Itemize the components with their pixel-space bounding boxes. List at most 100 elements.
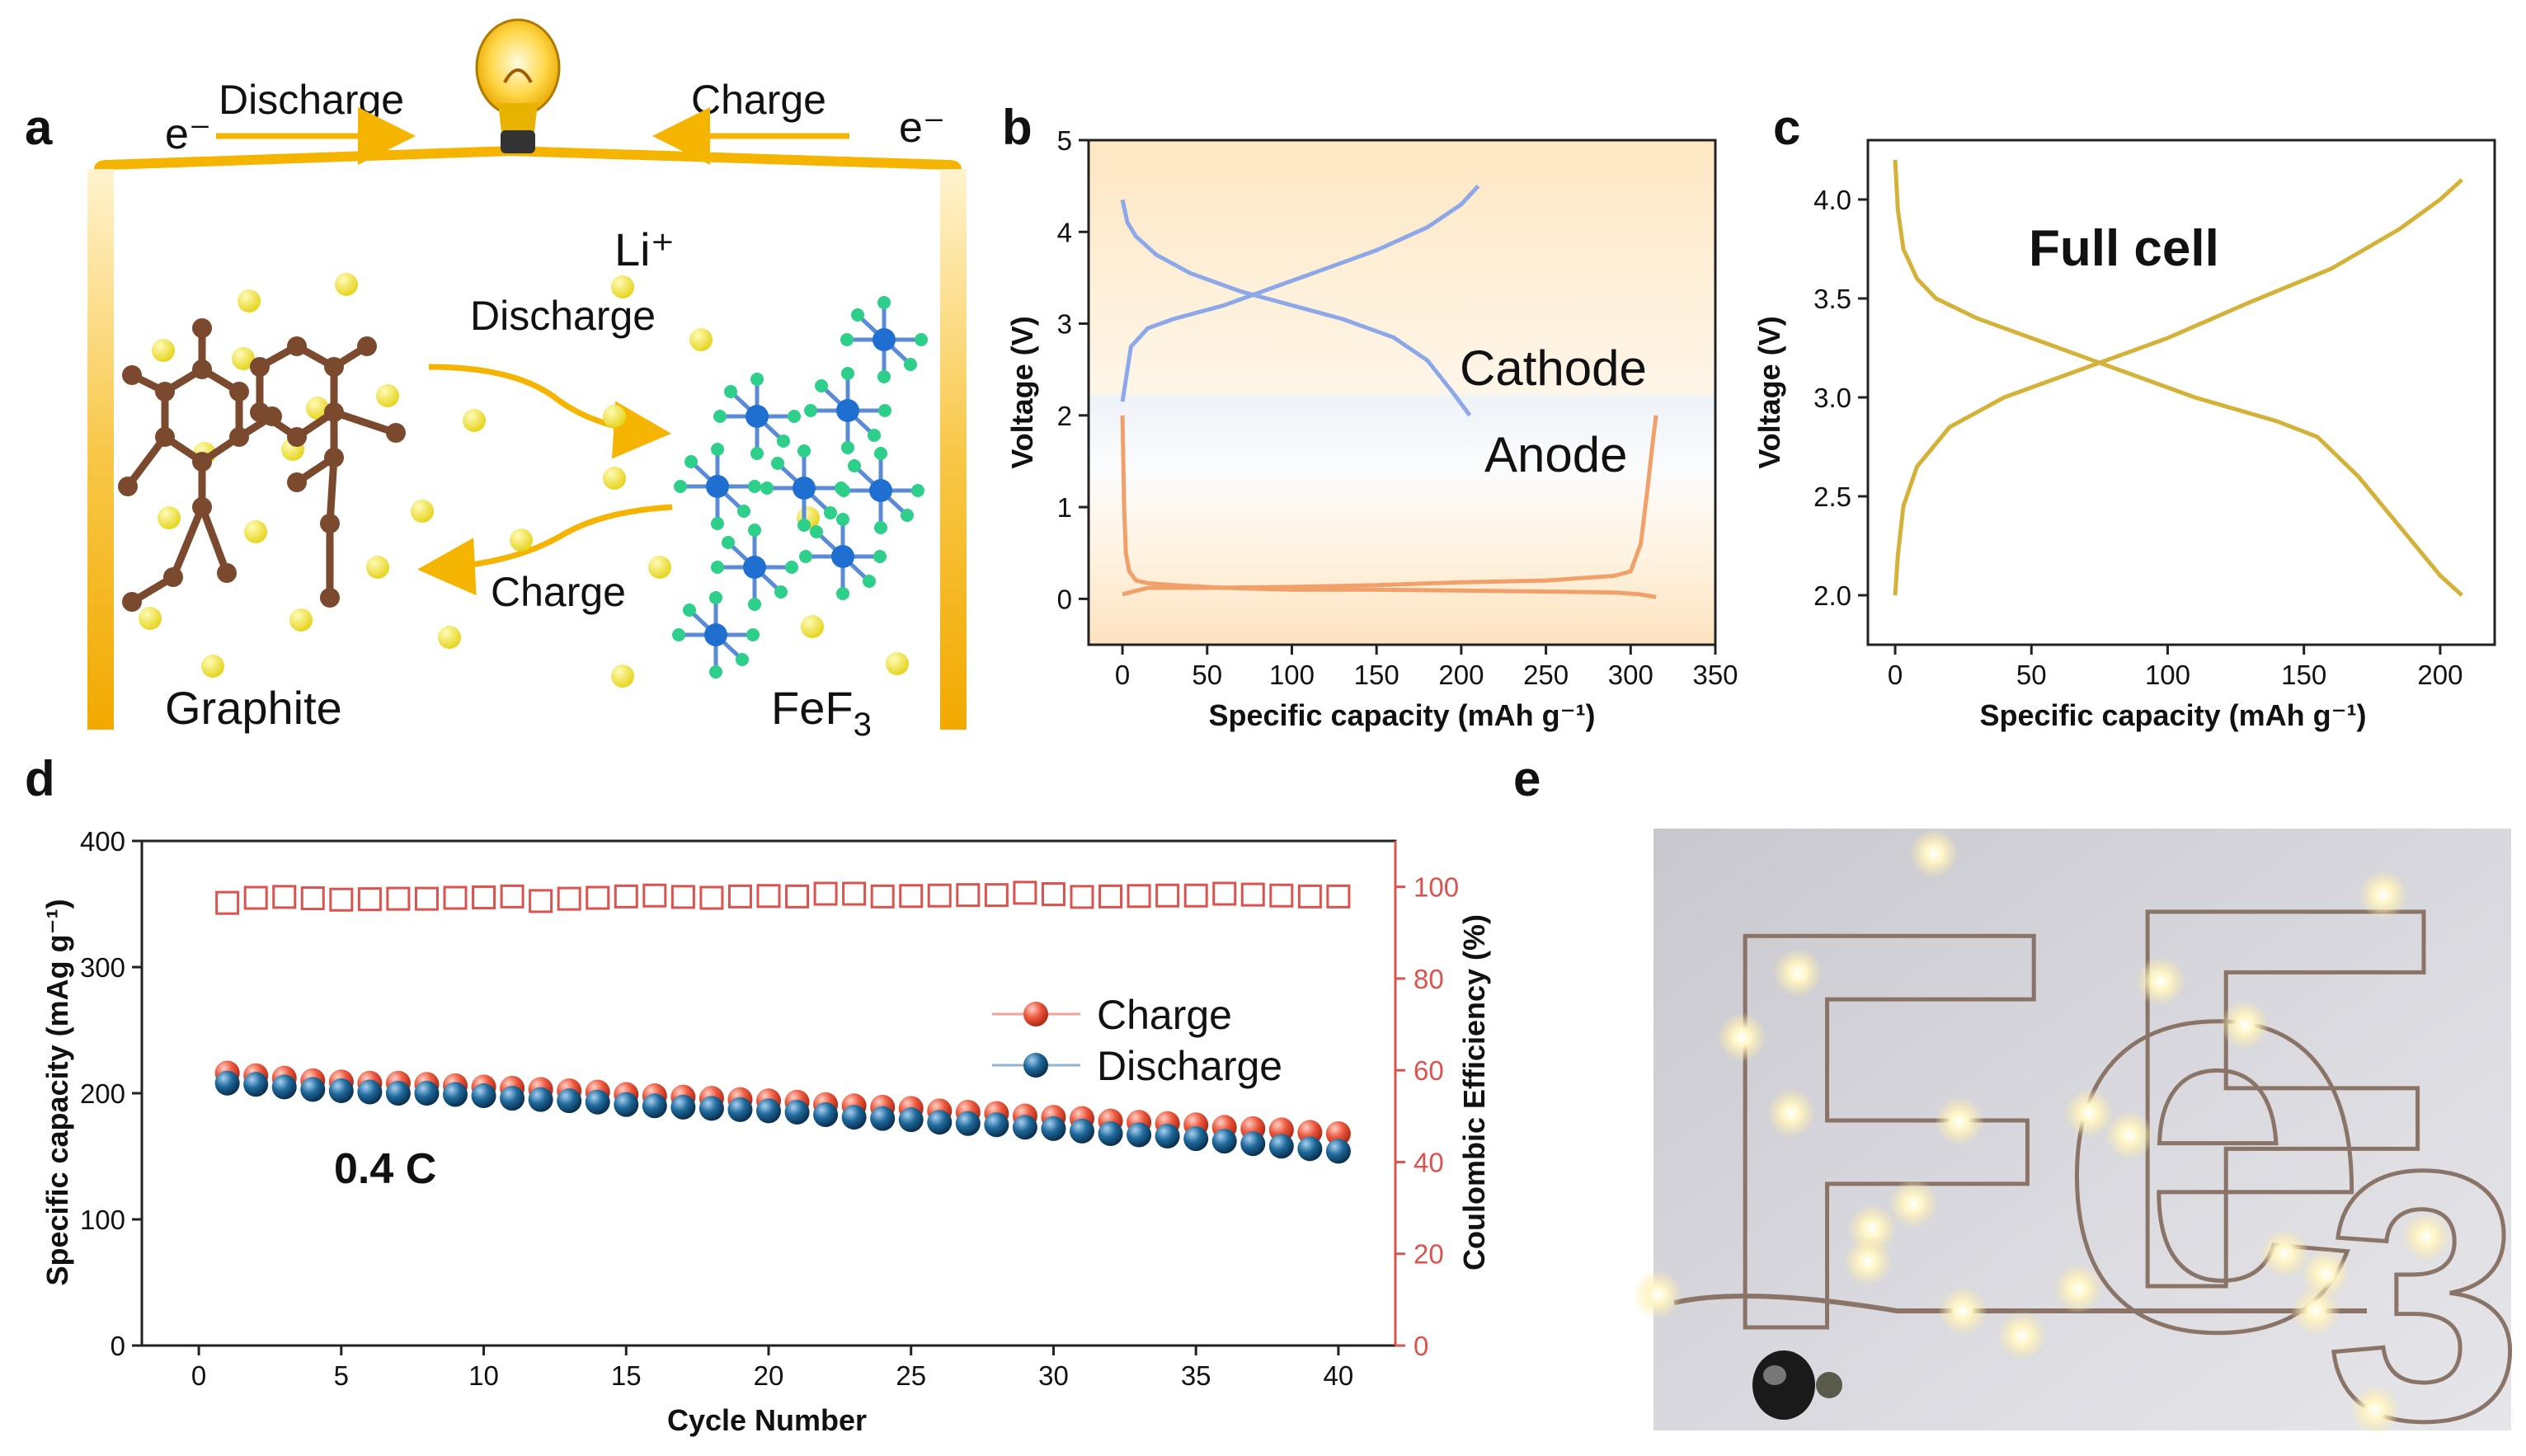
panel-c-ytick-label-1: 2.5 xyxy=(1813,481,1851,512)
ce-point-1 xyxy=(243,885,268,910)
panel-b-xtick-label-1: 50 xyxy=(1192,660,1222,690)
panel-c-series-1 xyxy=(1893,178,2463,596)
discharge-point-23 xyxy=(870,1106,896,1131)
anode-current-collector xyxy=(87,169,114,730)
panel-d-ytick-label-1: 100 xyxy=(80,1205,125,1235)
f-atom-5 xyxy=(901,509,914,522)
panel-c-ytick-label-0: 2.0 xyxy=(1813,580,1851,611)
ce-point-26 xyxy=(956,883,981,908)
led-9 xyxy=(1889,1179,1938,1228)
led-6 xyxy=(1766,1088,1816,1138)
panel-c-frame xyxy=(1866,139,2496,646)
legend-charge-marker xyxy=(1023,1002,1048,1026)
graphite-a-atom-1 xyxy=(192,359,212,379)
f-atom-1 xyxy=(711,517,724,530)
li-ion-15 xyxy=(611,275,634,298)
li-ion-20 xyxy=(648,556,671,579)
charge-top-label: Charge xyxy=(691,77,826,123)
fef3-octahedron-3 xyxy=(674,443,761,530)
graphite-b-atom-0 xyxy=(287,336,307,356)
f-atom-1 xyxy=(877,370,891,383)
legend-charge-label: Charge xyxy=(1097,992,1232,1038)
panel-d-xtick-label-5: 25 xyxy=(896,1360,926,1391)
discharge-point-13 xyxy=(585,1089,610,1115)
discharge-point-18 xyxy=(727,1097,753,1122)
panel-d-y2tick-label-4: 80 xyxy=(1414,964,1444,994)
graphite-b-atom-11 xyxy=(320,588,340,608)
f-atom-4 xyxy=(851,308,864,322)
panel-d-ytick-label-4: 400 xyxy=(80,826,125,857)
led-19 xyxy=(2401,1212,2451,1261)
panel-d-xtick-label-2: 10 xyxy=(468,1360,499,1391)
li-ion-11 xyxy=(366,556,389,579)
ce-point-25 xyxy=(927,883,952,908)
li-ion-3 xyxy=(232,347,255,370)
fef3-octahedron-0 xyxy=(840,296,928,383)
ce-point-37 xyxy=(1269,883,1294,908)
anode-annotation: Anode xyxy=(1484,427,1628,482)
f-atom-4 xyxy=(683,604,696,617)
discharge-mid-label: Discharge xyxy=(470,293,656,339)
fe-atom xyxy=(793,477,816,500)
graphite-b-atom-3 xyxy=(287,427,307,447)
discharge-point-12 xyxy=(557,1088,582,1114)
li-ion-18 xyxy=(603,467,626,490)
cathode-label: FeF3 xyxy=(771,682,872,743)
legend-discharge-marker xyxy=(1023,1053,1048,1078)
discharge-point-36 xyxy=(1240,1131,1266,1157)
graphite-a-bond-12 xyxy=(198,505,231,575)
graphite-b-atom-10 xyxy=(320,514,340,533)
panel-b-y-axis-label: Voltage (V) xyxy=(1005,316,1039,468)
panel-d-xtick-label-8: 40 xyxy=(1324,1360,1354,1391)
discharge-point-30 xyxy=(1070,1118,1094,1144)
fef3-octahedron-7 xyxy=(799,513,887,600)
battery-button-cell xyxy=(1752,1350,1842,1420)
graphite-a-atom-3 xyxy=(155,427,175,447)
ce-point-14 xyxy=(614,884,638,909)
f-atom-4 xyxy=(722,536,735,549)
discharge-point-9 xyxy=(471,1083,496,1109)
panel-c-xtick-label-3: 150 xyxy=(2281,660,2326,690)
panel-d-x-axis-label: Cycle Number xyxy=(667,1403,867,1437)
f-atom-0 xyxy=(711,443,724,456)
fe-atom xyxy=(831,545,854,568)
f-atom-1 xyxy=(874,521,887,534)
f-atom-0 xyxy=(797,444,811,458)
ce-point-39 xyxy=(1326,884,1351,909)
graphite-a-atom-8 xyxy=(118,477,138,496)
f-atom-4 xyxy=(724,385,737,398)
led-0 xyxy=(1909,829,1959,878)
ce-point-7 xyxy=(414,886,439,911)
f-atom-5 xyxy=(868,429,881,442)
li-ion-4 xyxy=(376,384,399,407)
panel-d-y2tick-label-5: 100 xyxy=(1414,872,1459,903)
f-atom-5 xyxy=(904,358,917,371)
rate-annotation: 0.4 C xyxy=(334,1145,436,1193)
ce-point-0 xyxy=(215,890,240,915)
discharge-point-16 xyxy=(670,1094,696,1120)
graphite-a-atom-11 xyxy=(163,567,183,587)
f-atom-2 xyxy=(837,484,850,497)
graphite-a-atom-12 xyxy=(217,563,237,583)
f-atom-0 xyxy=(841,367,854,380)
graphite-b-atom-7 xyxy=(386,423,406,443)
discharge-point-10 xyxy=(500,1086,525,1111)
fe-atom xyxy=(746,405,769,428)
discharge-point-11 xyxy=(528,1087,553,1112)
f-atom-4 xyxy=(684,455,698,468)
panel-b-xtick-label-0: 0 xyxy=(1115,660,1130,690)
ce-point-20 xyxy=(785,884,810,909)
panel-b-series-0 xyxy=(1120,199,1472,417)
f-atom-3 xyxy=(911,484,924,497)
ce-point-11 xyxy=(529,889,553,914)
panel-d-xtick-label-6: 30 xyxy=(1038,1360,1069,1391)
f-atom-2 xyxy=(760,481,774,495)
discharge-point-22 xyxy=(841,1105,867,1130)
panel-b-ytick-label-2: 2 xyxy=(1057,401,1072,431)
lightbulb-icon xyxy=(475,18,561,153)
discharge-point-29 xyxy=(1041,1115,1066,1141)
fe-atom xyxy=(704,623,727,646)
f-atom-0 xyxy=(877,296,891,309)
panel-b-xtick-label-2: 100 xyxy=(1269,660,1315,690)
